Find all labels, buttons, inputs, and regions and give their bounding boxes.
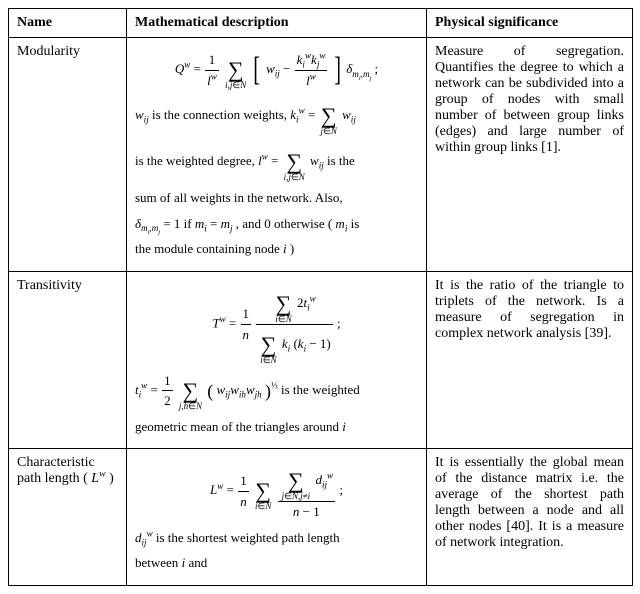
text: is the connection weights, [152, 107, 290, 122]
col-header-math: Mathematical description [127, 9, 427, 38]
text: path length ( [17, 471, 91, 486]
text: is the [327, 153, 355, 168]
text: is the weighted degree, [135, 153, 258, 168]
text: and [188, 555, 207, 570]
text: is the weighted [281, 381, 360, 396]
table-row: Modularity Qw = 1lw ∑i,j∈N [ wij − kiwkj… [9, 38, 633, 272]
formula-sep: ; [337, 315, 341, 330]
text: if [184, 216, 195, 231]
metric-math: Tw = 1n ∑i∈N 2tiw ∑i∈N ki (ki − 1) ; [127, 271, 427, 449]
text: sum of all weights in the network. Also, [135, 188, 418, 208]
graph-metrics-table: Name Mathematical description Physical s… [8, 8, 633, 586]
table-row: Transitivity Tw = 1n ∑i∈N 2tiw ∑i∈N ki (… [9, 271, 633, 449]
text: is the shortest weighted path length [156, 530, 340, 545]
text: ) [106, 471, 114, 486]
metric-significance: Measure of segregation. Quantifies the d… [427, 38, 633, 272]
metric-math: Qw = 1lw ∑i,j∈N [ wij − kiwkjw lw ] δmi,… [127, 38, 427, 272]
text: between [135, 555, 182, 570]
metric-significance: It is essentially the global mean of the… [427, 449, 633, 586]
text: , and 0 otherwise ( [236, 216, 336, 231]
metric-name: Transitivity [9, 271, 127, 449]
exponent: ⅓ [271, 380, 278, 390]
text: ) [290, 241, 294, 256]
col-header-name: Name [9, 9, 127, 38]
formula-sep: ; [339, 482, 343, 497]
formula-sep: ; [375, 61, 379, 76]
metric-name: Characteristic path length ( Lw ) [9, 449, 127, 586]
text: geometric mean of the triangles around [135, 419, 342, 434]
table-header-row: Name Mathematical description Physical s… [9, 9, 633, 38]
text: the module containing node [135, 241, 283, 256]
metric-math: Lw = 1n ∑i∈N ∑j∈N,j≠i dijw n − 1 ; dijw … [127, 449, 427, 586]
table-row: Characteristic path length ( Lw ) Lw = 1… [9, 449, 633, 586]
text: is [351, 216, 360, 231]
metric-significance: It is the ratio of the triangle to tripl… [427, 271, 633, 449]
metric-name: Modularity [9, 38, 127, 272]
col-header-sig: Physical significance [427, 9, 633, 38]
